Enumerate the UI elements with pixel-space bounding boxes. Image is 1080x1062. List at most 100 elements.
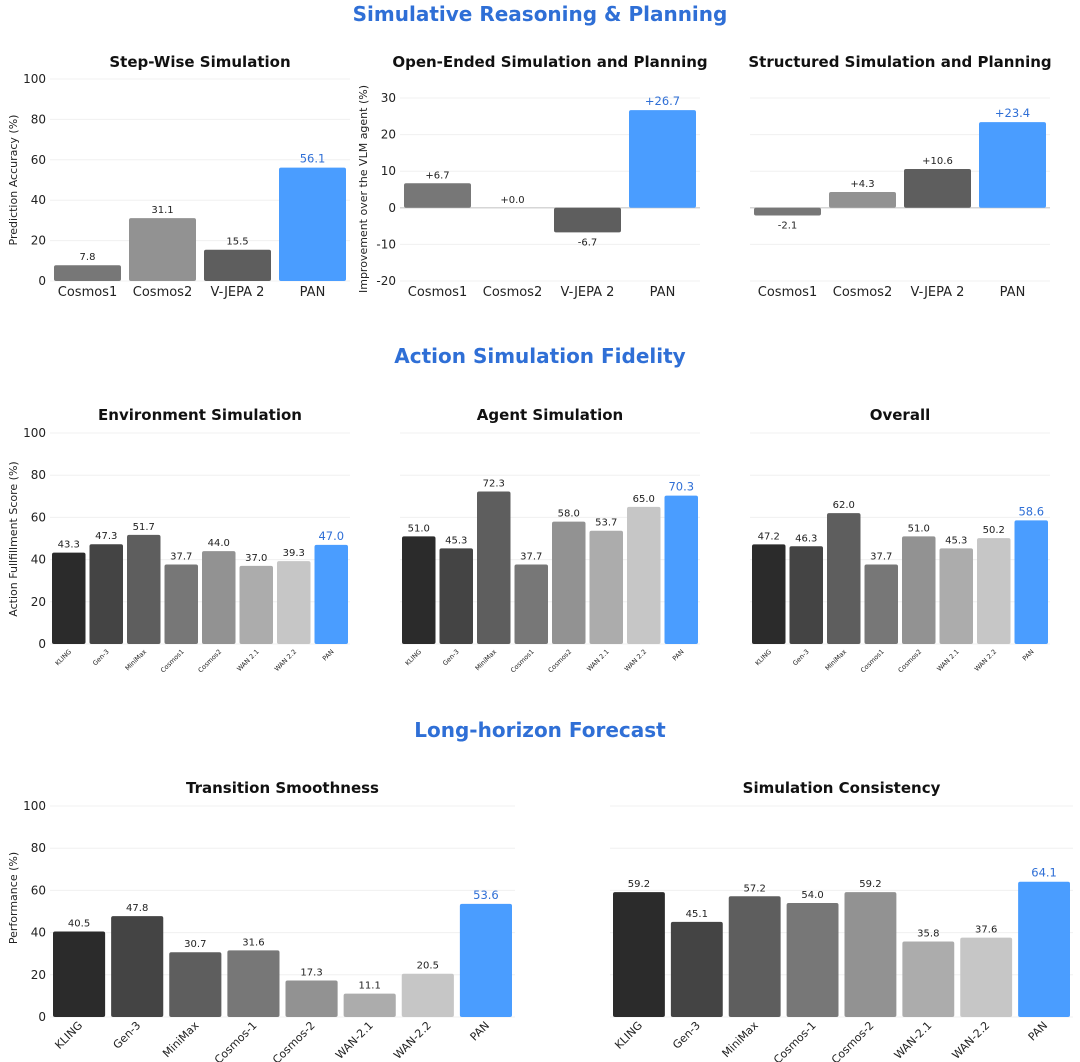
category-label: Cosmos1 (58, 285, 117, 300)
bar (239, 565, 273, 644)
bar (439, 548, 473, 644)
category-label: PAN (468, 1019, 493, 1044)
category-label: MiniMax (720, 1019, 762, 1061)
y-tick-label: 20 (31, 234, 46, 248)
category-label: Cosmos2 (133, 285, 192, 300)
y-tick-label: 100 (23, 426, 46, 440)
value-label: 51.0 (408, 523, 430, 534)
category-label: PAN (1000, 285, 1026, 300)
value-label: 50.2 (983, 525, 1005, 536)
bar-pan (1018, 881, 1070, 1017)
category-label: KLING (404, 648, 424, 668)
value-label: 17.3 (300, 967, 322, 978)
value-label: 37.0 (245, 553, 267, 564)
bar (554, 207, 621, 233)
category-label: WAN-2.2 (391, 1019, 434, 1062)
bar-pan (629, 110, 696, 208)
bar (844, 892, 897, 1017)
value-label: 58.0 (558, 509, 580, 520)
y-tick-label: 80 (31, 468, 46, 482)
value-label: 44.0 (208, 538, 230, 549)
bar (754, 207, 821, 216)
y-tick-label: 100 (23, 72, 46, 86)
chart-title: Open-Ended Simulation and Planning (392, 53, 707, 71)
value-label: 47.3 (95, 531, 117, 542)
category-label: WAN 2.2 (273, 648, 298, 673)
value-label: 45.1 (686, 909, 708, 920)
y-tick-label: 40 (31, 926, 46, 940)
value-label: 54.0 (801, 890, 823, 901)
bar (670, 921, 723, 1017)
category-label: Cosmos2 (833, 285, 892, 300)
bar (752, 544, 786, 644)
bar (939, 548, 973, 644)
value-label: 45.3 (445, 535, 467, 546)
y-tick-label: 100 (23, 799, 46, 813)
bar (111, 916, 164, 1017)
section-title-reasoning: Simulative Reasoning & Planning (352, 2, 728, 26)
category-label: V-JEPA 2 (911, 285, 965, 300)
category-label: V-JEPA 2 (211, 285, 265, 300)
value-label: 65.0 (633, 494, 655, 505)
category-label: Gen-3 (91, 648, 111, 668)
bar (402, 536, 436, 644)
value-label: -6.7 (578, 237, 598, 248)
y-tick-label: 60 (31, 883, 46, 897)
category-label: MiniMax (124, 648, 149, 673)
chart-title: Transition Smoothness (186, 779, 379, 797)
value-label: 11.1 (359, 981, 381, 992)
value-label: 70.3 (668, 480, 694, 494)
category-label: PAN (300, 285, 326, 300)
section-title-long-horizon: Long-horizon Forecast (414, 718, 666, 742)
y-tick-label: 30 (381, 91, 396, 105)
y-tick-label: 80 (31, 841, 46, 855)
bar (902, 536, 936, 644)
bar (129, 218, 196, 281)
value-label: 58.6 (1018, 504, 1044, 518)
category-label: Cosmos-1 (212, 1019, 260, 1062)
bar (169, 952, 222, 1017)
value-label: +23.4 (995, 106, 1030, 120)
y-tick-label: -10 (376, 237, 396, 251)
category-label: WAN 2.2 (623, 648, 648, 673)
y-axis-label: Performance (%) (7, 852, 20, 944)
value-label: 62.0 (833, 500, 855, 511)
value-label: 35.8 (917, 928, 939, 939)
value-label: 45.3 (945, 535, 967, 546)
value-label: +4.3 (850, 179, 874, 190)
value-label: 51.7 (133, 522, 155, 533)
value-label: 53.6 (473, 888, 499, 902)
category-label: KLING (612, 1019, 645, 1052)
bar (227, 950, 280, 1017)
y-axis-label: Action Fullfillment Score (%) (7, 461, 20, 616)
chart-title: Agent Simulation (477, 406, 623, 424)
value-label: 57.2 (744, 883, 766, 894)
value-label: 20.5 (417, 961, 439, 972)
y-tick-label: 40 (31, 553, 46, 567)
bar (829, 192, 896, 208)
bar (401, 973, 454, 1017)
category-label: Gen-3 (111, 1019, 144, 1052)
bar (960, 937, 1013, 1017)
category-label: MiniMax (824, 648, 849, 673)
category-label: WAN-2.2 (950, 1019, 993, 1062)
bar (902, 941, 955, 1017)
y-tick-label: 20 (381, 128, 396, 142)
y-tick-label: 0 (38, 637, 46, 651)
chart-title: Overall (870, 406, 931, 424)
category-label: PAN (321, 648, 336, 663)
category-label: Gen-3 (441, 648, 461, 668)
bar-pan (979, 122, 1046, 208)
value-label: 7.8 (80, 252, 96, 263)
bar-pan (314, 544, 348, 644)
category-label: KLING (52, 1019, 85, 1052)
bar-pan (664, 495, 698, 644)
bar (552, 521, 586, 644)
bar (827, 513, 861, 644)
bar (89, 544, 123, 644)
y-tick-label: 0 (38, 1010, 46, 1024)
value-label: +0.0 (500, 195, 524, 206)
value-label: 59.2 (628, 879, 650, 890)
bar (977, 538, 1011, 644)
